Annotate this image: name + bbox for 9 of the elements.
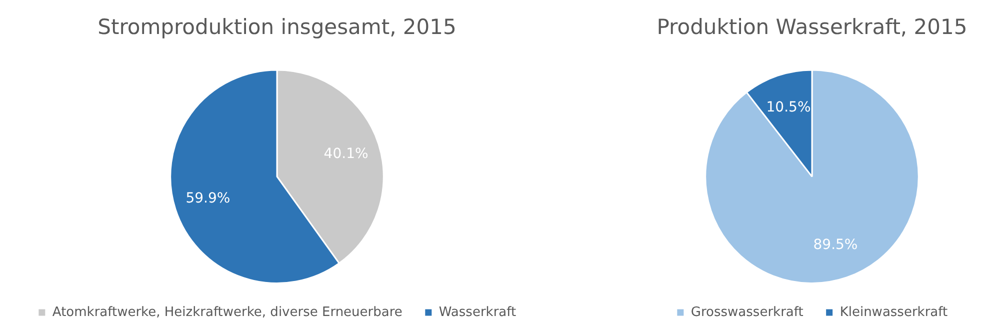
legend-label: Wasserkraft: [438, 304, 516, 320]
legend-label: Kleinwasserkraft: [840, 304, 948, 320]
data-label: 10.5%: [766, 100, 811, 116]
legend-label: Atomkraftwerke, Heizkraftwerke, diverse Erneuerbare: [52, 304, 402, 320]
chart-title: Produktion Wasserkraft, 2015: [656, 15, 968, 40]
chart-title: Stromproduktion insgesamt, 2015: [98, 15, 456, 40]
legend-label: Grosswasserkraft: [690, 304, 804, 320]
data-label: 59.9%: [186, 190, 230, 206]
data-label: 89.5%: [813, 236, 858, 253]
